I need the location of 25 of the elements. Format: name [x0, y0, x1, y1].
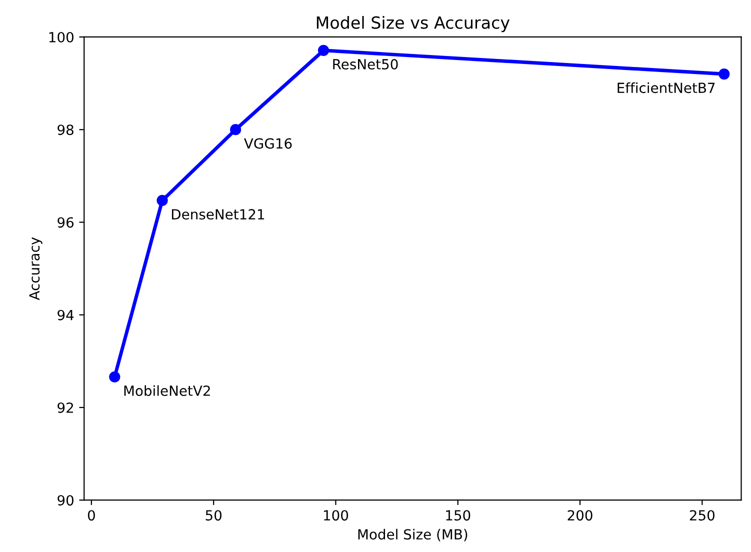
point: [718, 68, 730, 80]
y-tick-label: 90: [58, 495, 74, 506]
chart-title: Model Size vs Accuracy: [316, 16, 510, 32]
point: [230, 124, 242, 136]
point: [109, 371, 120, 382]
x-tick-label: 50: [206, 510, 222, 521]
x-tick-label: 150: [446, 510, 470, 521]
y-axis-title: Accuracy: [29, 237, 42, 300]
y-tick-label: 94: [58, 310, 74, 320]
y-tick-label: 98: [58, 124, 74, 136]
point: [318, 44, 330, 56]
annotation: DenseNet121: [172, 209, 264, 220]
x-tick-label: 250: [690, 510, 714, 521]
annotation: MobileNetV2: [124, 385, 210, 396]
annotation: VGG16: [244, 138, 292, 149]
y-tick-label: 96: [58, 217, 74, 228]
x-tick-label: 200: [568, 510, 592, 521]
x-tick-label: 0: [88, 510, 95, 521]
y-tick-label: 92: [58, 402, 73, 413]
y-tick-label: 100: [49, 32, 74, 42]
annotation: EfficientNetB7: [618, 82, 715, 94]
annotation: ResNet50: [333, 58, 398, 70]
x-axis-title: Model Size (MB): [358, 528, 468, 542]
x-tick-label: 100: [324, 510, 348, 521]
point: [156, 194, 168, 206]
